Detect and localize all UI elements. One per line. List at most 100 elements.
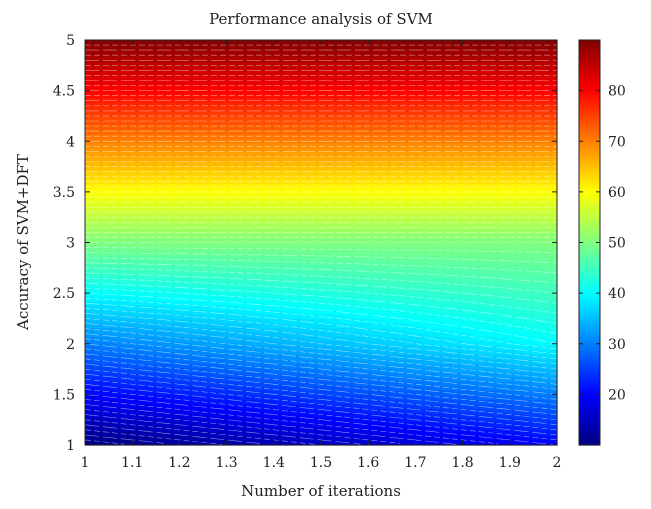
contour-cell	[397, 292, 406, 298]
contour-cell	[517, 229, 526, 235]
contour-cell	[149, 314, 158, 320]
contour-cell	[413, 67, 422, 73]
contour-cell	[477, 53, 486, 59]
contour-cell	[397, 107, 406, 113]
contour-cell	[373, 193, 382, 199]
contour-cell	[221, 296, 230, 302]
contour-cell	[461, 229, 470, 235]
contour-cell	[277, 323, 286, 329]
contour-cell	[525, 85, 534, 91]
contour-cell	[213, 94, 222, 100]
contour-cell	[293, 193, 302, 199]
contour-cell	[541, 391, 550, 397]
contour-cell	[269, 355, 278, 361]
contour-cell	[413, 220, 422, 226]
contour-cell	[549, 49, 558, 55]
contour-cell	[141, 296, 150, 302]
contour-cell	[429, 215, 438, 221]
contour-cell	[285, 395, 294, 401]
contour-cell	[421, 94, 430, 100]
contour-cell	[517, 130, 526, 136]
contour-cell	[213, 193, 222, 199]
contour-cell	[213, 377, 222, 383]
contour-cell	[229, 260, 238, 266]
contour-cell	[453, 152, 462, 158]
contour-cell	[325, 341, 334, 347]
contour-cell	[405, 175, 414, 181]
contour-cell	[421, 287, 430, 293]
contour-cell	[93, 229, 102, 235]
contour-cell	[341, 305, 350, 311]
contour-cell	[429, 175, 438, 181]
contour-cell	[461, 409, 470, 415]
contour-cell	[213, 269, 222, 275]
contour-cell	[349, 148, 358, 154]
contour-cell	[85, 400, 94, 406]
contour-cell	[301, 49, 310, 55]
contour-cell	[213, 220, 222, 226]
contour-cell	[245, 418, 254, 424]
contour-cell	[349, 220, 358, 226]
contour-cell	[85, 350, 94, 356]
contour-cell	[205, 395, 214, 401]
contour-cell	[301, 193, 310, 199]
contour-cell	[453, 193, 462, 199]
contour-cell	[437, 283, 446, 289]
contour-cell	[173, 341, 182, 347]
contour-cell	[549, 112, 558, 118]
contour-cell	[301, 166, 310, 172]
contour-cell	[309, 323, 318, 329]
contour-cell	[301, 301, 310, 307]
contour-cell	[549, 359, 558, 365]
contour-cell	[253, 134, 262, 140]
contour-cell	[93, 319, 102, 325]
contour-cell	[357, 184, 366, 190]
contour-cell	[405, 269, 414, 275]
contour-cell	[253, 391, 262, 397]
contour-cell	[253, 80, 262, 86]
contour-cell	[165, 382, 174, 388]
contour-cell	[309, 80, 318, 86]
contour-cell	[533, 404, 542, 410]
contour-cell	[501, 310, 510, 316]
contour-cell	[125, 148, 134, 154]
contour-cell	[421, 130, 430, 136]
contour-cell	[405, 152, 414, 158]
contour-cell	[533, 310, 542, 316]
contour-cell	[205, 80, 214, 86]
contour-cell	[501, 80, 510, 86]
contour-cell	[501, 112, 510, 118]
contour-cell	[229, 193, 238, 199]
contour-cell	[501, 202, 510, 208]
contour-cell	[349, 116, 358, 122]
contour-cell	[301, 310, 310, 316]
contour-cell	[149, 170, 158, 176]
contour-cell	[365, 382, 374, 388]
contour-cell	[253, 152, 262, 158]
contour-cell	[317, 233, 326, 239]
contour-cell	[285, 112, 294, 118]
contour-cell	[509, 125, 518, 131]
contour-cell	[365, 328, 374, 334]
contour-cell	[533, 134, 542, 140]
contour-cell	[293, 71, 302, 77]
contour-cell	[213, 386, 222, 392]
contour-cell	[389, 170, 398, 176]
contour-cell	[429, 116, 438, 122]
contour-cell	[541, 278, 550, 284]
contour-cell	[213, 166, 222, 172]
contour-cell	[469, 269, 478, 275]
contour-cell	[253, 76, 262, 82]
contour-cell	[485, 44, 494, 50]
contour-cell	[341, 373, 350, 379]
contour-cell	[389, 296, 398, 302]
contour-cell	[117, 341, 126, 347]
contour-cell	[277, 413, 286, 419]
contour-cell	[501, 166, 510, 172]
contour-cell	[333, 364, 342, 370]
contour-cell	[309, 265, 318, 271]
contour-cell	[517, 341, 526, 347]
contour-cell	[133, 215, 142, 221]
contour-cell	[469, 85, 478, 91]
contour-cell	[325, 152, 334, 158]
